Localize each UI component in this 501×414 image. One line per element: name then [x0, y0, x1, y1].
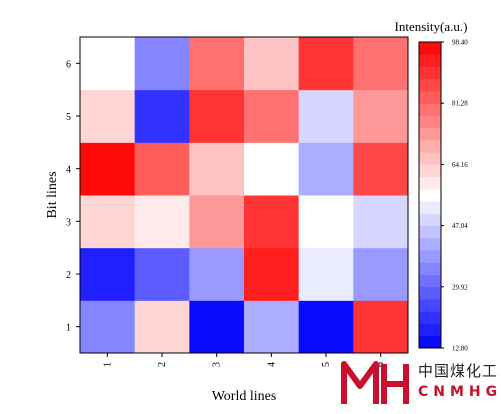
colorbar [419, 42, 441, 349]
heatmap-cell-x4-y1 [244, 300, 300, 354]
colorbar-tick-label: 47.04 [452, 222, 468, 230]
heatmap-cell-x2-y2 [134, 247, 190, 301]
heatmap-cell-x5-y1 [298, 300, 354, 354]
heatmap-cell-x3-y6 [189, 37, 245, 91]
x-tick-label: 2 [157, 362, 168, 367]
colorbar-swatch [419, 299, 441, 312]
heatmap-cell-x4-y6 [244, 37, 300, 91]
y-tick-label: 1 [66, 323, 71, 334]
colorbar-ticks: 98.40 81.28 64.16 47.04 29.92 12.80 [441, 39, 468, 353]
heatmap-cell-x1-y3 [80, 195, 136, 249]
y-tick-label: 4 [66, 165, 71, 176]
y-tick-label: 2 [66, 270, 71, 281]
heatmap-cell-x5-y4 [298, 142, 354, 196]
heatmap-cell-x6-y1 [353, 300, 409, 354]
x-axis-label: World lines [212, 389, 277, 404]
heatmap-cell-x2-y3 [134, 195, 190, 249]
cnmhg-watermark: 中国煤化工 CNMHG [340, 356, 501, 410]
colorbar-swatch [419, 201, 441, 214]
colorbar-swatch [419, 164, 441, 178]
colorbar-swatch [419, 152, 441, 165]
heatmap-cells [80, 37, 409, 354]
colorbar-swatch [419, 78, 441, 92]
heatmap-cell-x4-y3 [244, 195, 300, 249]
heatmap-cell-x6-y3 [353, 195, 409, 249]
heatmap-cell-x3-y1 [189, 300, 245, 354]
watermark-cn-text: 中国煤化工 [418, 362, 499, 380]
heatmap-cell-x3-y3 [189, 195, 245, 249]
colorbar-swatch [419, 103, 441, 116]
colorbar-swatch [419, 176, 441, 190]
heatmap-cell-x2-y5 [134, 89, 190, 143]
heatmap-cell-x5-y6 [298, 37, 354, 91]
heatmap-cell-x2-y1 [134, 300, 190, 354]
x-tick-label: 5 [321, 362, 332, 367]
heatmap-cell-x5-y5 [298, 89, 354, 143]
y-tick-label: 6 [66, 59, 71, 70]
heatmap-cell-x1-y6 [80, 37, 136, 91]
heatmap-cell-x6-y6 [353, 37, 409, 91]
colorbar-frame [418, 41, 442, 349]
colorbar-swatch [419, 311, 441, 324]
colorbar-swatch [419, 237, 441, 251]
colorbar-swatch [419, 42, 441, 55]
colorbar-swatch [419, 54, 441, 67]
colorbar-tick-label: 81.28 [452, 100, 468, 108]
colorbar-swatch [419, 127, 441, 141]
heatmap-cell-x2-y4 [134, 142, 190, 196]
heatmap-cell-x5-y3 [298, 195, 354, 249]
colorbar-swatch [419, 262, 441, 275]
colorbar-swatch [419, 335, 441, 349]
heatmap-cell-x3-y5 [189, 89, 245, 143]
heatmap-cell-x3-y2 [189, 247, 245, 301]
heatmap-cell-x6-y5 [353, 89, 409, 143]
y-axis-ticks: 1 2 3 4 5 6 [66, 59, 80, 334]
colorbar-tick-label: 29.92 [452, 283, 468, 291]
heatmap-cell-x2-y6 [134, 37, 190, 91]
colorbar-swatch [419, 225, 441, 239]
colorbar-swatch [419, 115, 441, 129]
heatmap-cell-x1-y4 [80, 142, 136, 196]
plot-frame [79, 36, 409, 354]
cnmhg-logo-icon [341, 361, 409, 404]
heatmap-cell-x6-y2 [353, 247, 409, 301]
colorbar-swatch [419, 66, 441, 80]
heatmap-cell-x4-y5 [244, 89, 300, 143]
colorbar-tick-label: 12.80 [452, 345, 468, 353]
heatmap-cell-x3-y4 [189, 142, 245, 196]
heatmap-cell-x4-y2 [244, 247, 300, 301]
heatmap-cell-x4-y4 [244, 142, 300, 196]
colorbar-swatch [419, 274, 441, 288]
y-tick-label: 3 [66, 217, 71, 228]
y-axis-label: Bit lines [45, 171, 60, 218]
colorbar-title: Intensity(a.u.) [395, 19, 468, 34]
y-tick-label: 5 [66, 112, 71, 123]
x-tick-label: 1 [102, 362, 113, 367]
colorbar-swatch [419, 323, 441, 337]
colorbar-tick-label: 64.16 [452, 161, 468, 169]
colorbar-swatch [419, 250, 441, 263]
colorbar-swatch [419, 90, 441, 104]
x-tick-label: 3 [212, 362, 223, 367]
colorbar-tick-label: 98.40 [452, 39, 468, 47]
colorbar-swatch [419, 139, 441, 153]
colorbar-swatch [419, 286, 441, 300]
colorbar-swatch [419, 188, 441, 202]
heatmap-cell-x6-y4 [353, 142, 409, 196]
colorbar-swatch [419, 213, 441, 226]
heatmap-cell-x5-y2 [298, 247, 354, 301]
heatmap-cell-x1-y5 [80, 89, 136, 143]
heatmap-cell-x1-y2 [80, 247, 136, 301]
heatmap-cell-x1-y1 [80, 300, 136, 354]
x-tick-label: 4 [266, 362, 277, 367]
watermark-en-text: CNMHG [418, 384, 501, 400]
